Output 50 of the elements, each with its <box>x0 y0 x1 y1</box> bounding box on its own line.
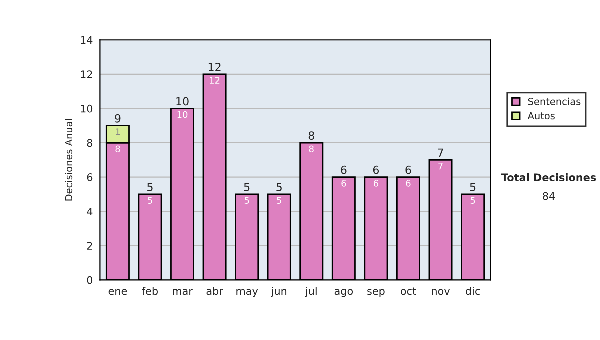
data-label: 8 <box>116 146 120 153</box>
total-label: 5 <box>148 183 153 192</box>
x-tick-label: dic <box>466 287 480 296</box>
y-tick-label: 14 <box>81 36 93 44</box>
y-tick-label: 12 <box>81 70 92 78</box>
text: 84 <box>543 192 556 200</box>
y-tick-label: 0 <box>87 276 93 284</box>
data-label: 10 <box>178 111 188 118</box>
y-tick-label: 4 <box>87 208 93 216</box>
y-tick-label: 6 <box>87 174 93 182</box>
total-label: 10 <box>176 97 189 106</box>
x-tick-label: jul <box>305 287 317 298</box>
y-axis-title: Decisiones Anual <box>65 119 73 201</box>
x-tick-label: ene <box>108 289 128 296</box>
total-label: 5 <box>470 183 476 192</box>
data-label: 6 <box>374 180 379 187</box>
x-tick-label: sep <box>368 289 385 298</box>
x-tick-label: ago <box>334 289 354 298</box>
data-label: 5 <box>148 197 152 204</box>
y-tick-label: 8 <box>87 139 93 148</box>
total-label: 9 <box>115 114 121 123</box>
data-label: 5 <box>244 197 250 204</box>
total-label: 5 <box>244 183 250 192</box>
x-tick-label: jun <box>271 287 287 298</box>
x-tick-label: abr <box>206 287 224 296</box>
x-tick-label: may <box>236 289 258 298</box>
total-label: 8 <box>308 132 314 140</box>
total-label: 7 <box>438 148 444 157</box>
data-label: 1 <box>116 128 120 136</box>
data-label: 5 <box>277 197 282 204</box>
data-label: 8 <box>309 146 314 153</box>
data-label: 12 <box>210 77 220 84</box>
legend-label: Sentencias <box>528 98 581 106</box>
total-label: 6 <box>373 166 380 174</box>
x-tick-label: mar <box>173 289 193 296</box>
x-tick-label: oct <box>400 288 416 296</box>
x-tick-label: nov <box>432 289 450 296</box>
x-tick-label: feb <box>142 287 158 296</box>
legend-label: Autos <box>528 112 555 120</box>
total-label: 6 <box>406 166 412 174</box>
data-label: 6 <box>342 180 346 187</box>
y-tick-label: 10 <box>81 104 93 113</box>
total-label: 12 <box>208 62 221 72</box>
text: Total Decisiones <box>501 173 596 182</box>
total-label: 6 <box>341 166 347 174</box>
y-tick-label: 2 <box>87 242 92 250</box>
data-label: 5 <box>470 197 476 204</box>
data-label: 6 <box>406 180 411 187</box>
data-label: 7 <box>438 162 443 170</box>
total-label: 5 <box>276 183 282 192</box>
